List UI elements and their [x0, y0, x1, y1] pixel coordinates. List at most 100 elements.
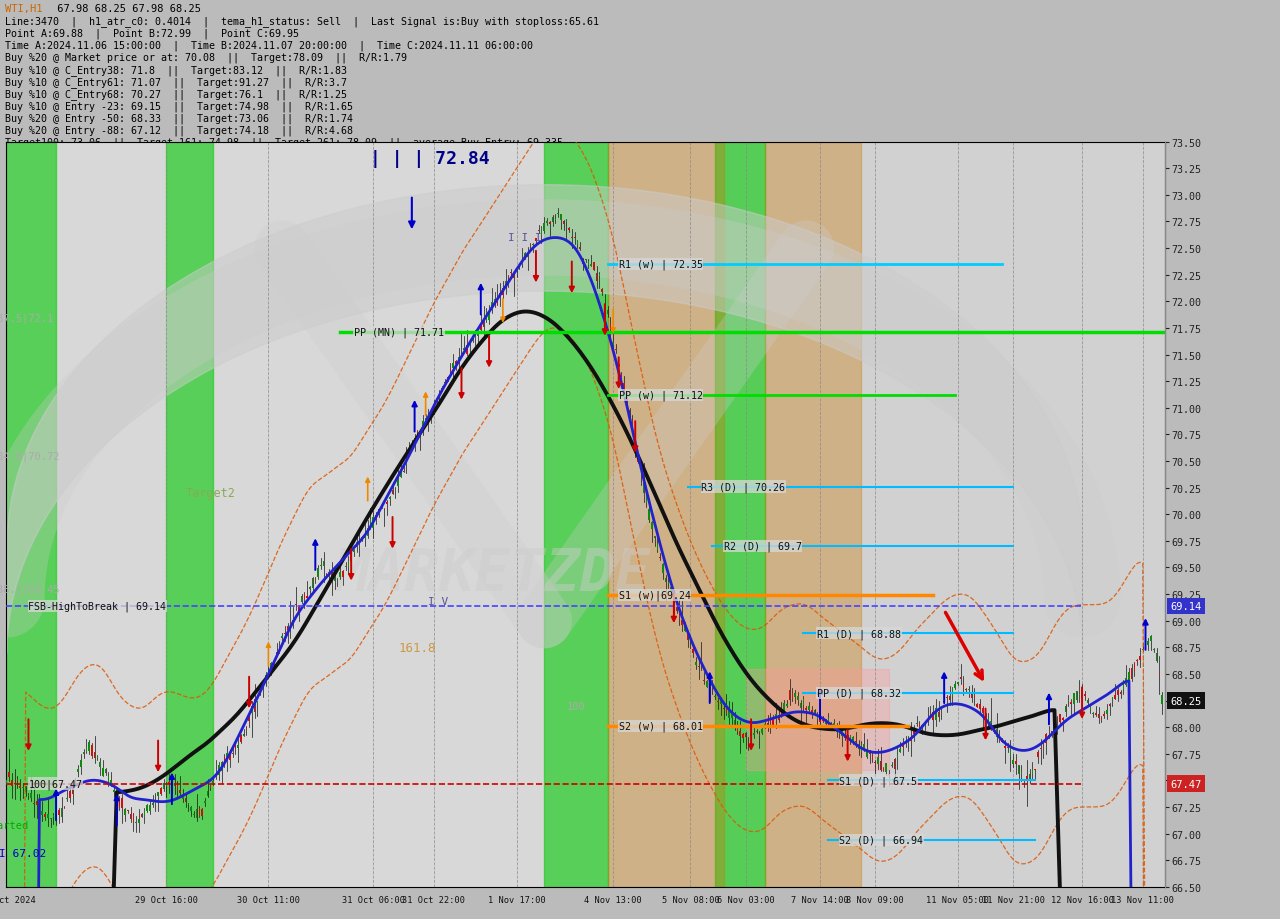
Text: 11 Nov 21:00: 11 Nov 21:00	[982, 895, 1044, 904]
Bar	[384, 510, 385, 511]
Bar	[380, 505, 383, 507]
Bar	[728, 710, 730, 718]
Bar	[337, 579, 338, 581]
Text: I V: I V	[429, 596, 448, 607]
Bar	[707, 681, 708, 686]
Bar	[960, 677, 961, 679]
Bar	[1010, 746, 1011, 756]
Text: 31 Oct 22:00: 31 Oct 22:00	[402, 895, 466, 904]
Bar	[5, 780, 8, 784]
Bar	[544, 142, 608, 887]
Bar	[1032, 769, 1033, 774]
Bar	[671, 587, 672, 591]
Bar	[626, 399, 627, 404]
Bar	[1075, 692, 1078, 700]
Bar	[828, 719, 829, 726]
Bar	[22, 787, 24, 789]
Bar	[392, 491, 393, 494]
Bar	[561, 215, 562, 221]
Bar	[179, 790, 180, 793]
Bar	[929, 712, 931, 714]
Bar	[695, 662, 696, 665]
Bar	[463, 349, 465, 351]
Bar	[740, 732, 741, 736]
Text: Point A:69.88  |  Point B:72.99  |  Point C:69.95: Point A:69.88 | Point B:72.99 | Point C:…	[5, 28, 300, 39]
Bar	[241, 735, 242, 742]
Bar	[169, 783, 170, 784]
Bar	[436, 399, 438, 401]
Bar	[251, 706, 252, 714]
Bar	[1115, 696, 1116, 699]
Bar	[733, 720, 735, 727]
Bar	[712, 686, 713, 687]
Bar	[996, 729, 997, 737]
Bar	[1065, 706, 1066, 712]
Bar	[155, 801, 156, 804]
Bar	[308, 587, 311, 589]
Bar	[993, 731, 995, 732]
Bar	[748, 743, 749, 744]
Bar	[742, 734, 744, 738]
Text: 1 Nov 17:00: 1 Nov 17:00	[488, 895, 545, 904]
Text: 4 Nov 13:00: 4 Nov 13:00	[584, 895, 643, 904]
Bar	[499, 293, 500, 298]
Bar	[518, 266, 520, 268]
Bar	[824, 720, 827, 724]
Bar	[1106, 710, 1107, 715]
Bar	[858, 744, 859, 750]
Bar	[687, 634, 689, 641]
Bar	[298, 607, 300, 612]
Text: Buy %20 @ Entry -88: 67.12  ||  Target:74.18  ||  R/R:4.68: Buy %20 @ Entry -88: 67.12 || Target:74.…	[5, 125, 353, 136]
Bar	[129, 814, 132, 819]
Bar	[762, 730, 763, 733]
Bar	[836, 727, 837, 732]
Bar	[1161, 695, 1162, 705]
Bar	[50, 818, 51, 820]
Bar	[401, 471, 402, 477]
Text: MARKETZDE: MARKETZDE	[335, 546, 652, 603]
Bar	[974, 697, 975, 698]
Bar	[452, 363, 454, 369]
Bar	[136, 822, 137, 823]
Bar	[640, 468, 641, 470]
Bar	[141, 814, 142, 817]
Bar	[797, 697, 799, 700]
Bar	[477, 333, 479, 336]
Bar	[472, 341, 474, 342]
Bar	[93, 752, 96, 758]
Bar	[756, 731, 758, 732]
Bar	[772, 719, 774, 727]
Bar	[67, 798, 68, 799]
Bar	[540, 229, 543, 237]
Bar	[428, 414, 429, 418]
Bar	[822, 720, 823, 721]
Bar	[955, 684, 956, 688]
Bar	[108, 776, 109, 785]
Bar	[554, 220, 556, 221]
Text: S1 (w)|69.24: S1 (w)|69.24	[618, 590, 691, 601]
Bar	[160, 789, 161, 795]
Bar	[896, 754, 899, 758]
Bar	[19, 787, 20, 789]
Bar	[855, 742, 856, 743]
Bar	[447, 377, 448, 381]
Bar	[351, 554, 352, 561]
Bar	[408, 451, 410, 456]
Bar	[485, 312, 488, 322]
Bar	[1137, 661, 1138, 662]
Text: Buy %10 @ C_Entry38: 71.8  ||  Target:83.12  ||  R/R:1.83: Buy %10 @ C_Entry38: 71.8 || Target:83.1…	[5, 65, 347, 75]
Bar	[188, 804, 189, 805]
Bar	[888, 774, 890, 775]
Bar	[654, 537, 655, 539]
Bar	[908, 739, 909, 742]
Bar	[1144, 642, 1147, 644]
Bar	[323, 561, 324, 566]
Bar	[1070, 702, 1071, 704]
Text: 30 Oct 11:00: 30 Oct 11:00	[237, 895, 300, 904]
Bar	[516, 270, 517, 272]
Bar	[74, 780, 76, 781]
Bar	[792, 693, 794, 698]
Bar	[867, 749, 868, 757]
Text: 7 Nov 14:00: 7 Nov 14:00	[791, 895, 849, 904]
Bar	[433, 404, 435, 411]
